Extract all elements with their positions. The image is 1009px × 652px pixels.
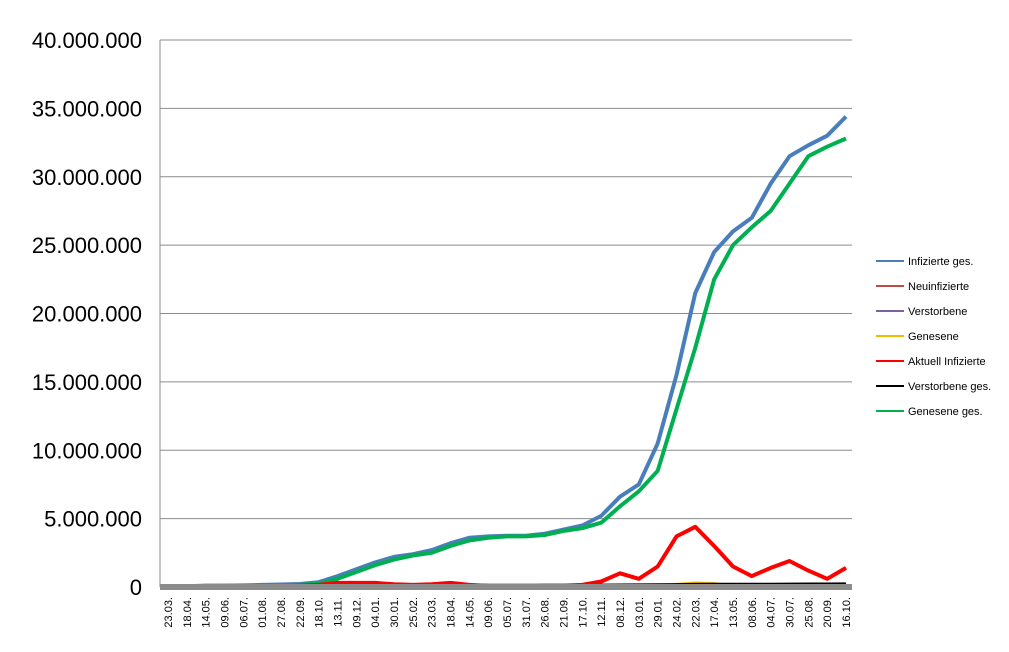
x-tick-label: 30.01. [389,597,401,628]
y-tick-label: 0 [130,575,142,600]
y-tick-label: 40.000.000 [32,28,142,53]
x-tick-label: 23.03. [427,597,439,628]
legend-label: Verstorbene ges. [908,381,991,393]
x-tick-label: 29.01. [653,597,665,628]
x-tick-label: 16.10. [841,597,853,628]
gridlines [160,39,852,520]
x-tick-label: 24.02. [672,597,684,628]
x-axis-ticks: 23.03. 18.04. 14.05. 09.06. 06.07. 01.08. 27.0… [163,597,853,628]
x-tick-label: 23.03. [163,597,175,628]
x-axis-bar [160,584,852,590]
y-tick-label: 15.000.000 [32,370,142,395]
x-tick-label: 08.12. [615,597,627,628]
x-tick-label: 14.05. [464,597,476,628]
x-tick-label: 25.08. [803,597,815,628]
x-tick-label: 09.06. [220,597,232,628]
legend: Infizierte ges. Neuinfizierte Verstorbene G… [876,256,991,418]
x-tick-label: 22.03. [690,597,702,628]
legend-label: Neuinfizierte [908,281,969,293]
y-tick-label: 30.000.000 [32,165,142,190]
x-tick-label: 09.12. [351,597,363,628]
x-tick-label: 01.08. [257,597,269,628]
x-tick-label: 09.06. [483,597,495,628]
legend-label: Infizierte ges. [908,256,973,268]
x-tick-label: 12.11. [596,597,608,627]
legend-label: Aktuell Infizierte [908,356,986,368]
x-tick-label: 05.07. [502,597,514,628]
x-tick-label: 25.02. [408,597,420,628]
y-tick-label: 10.000.000 [32,438,142,463]
x-tick-label: 03.01. [634,597,646,628]
series-line-infizierte-ges- [167,115,848,589]
x-tick-label: 31.07. [521,597,533,628]
x-tick-label: 17.04. [709,597,721,628]
y-tick-label: 20.000.000 [32,302,142,327]
x-tick-label: 04.07. [766,597,778,628]
x-tick-label: 13.05. [728,597,740,628]
series-line-genesene-ges- [167,136,847,589]
y-tick-label: 25.000.000 [32,233,142,258]
x-tick-label: 18.04. [182,597,194,628]
x-tick-label: 18.04. [446,597,458,628]
x-tick-label: 17.10. [577,597,589,628]
legend-label: Genesene [908,331,959,343]
y-axis-ticks: 0 5.000.000 10.000.000 15.000.000 20.000.000… [32,28,142,600]
x-tick-label: 27.08. [276,597,288,628]
x-tick-label: 21.09. [559,597,571,628]
legend-label: Verstorbene [908,306,967,318]
x-tick-label: 04.01. [370,597,382,628]
x-tick-label: 20.09. [822,597,834,628]
x-tick-label: 26.08. [540,597,552,628]
x-tick-label: 30.07. [785,597,797,628]
x-tick-label: 22.09. [295,597,307,628]
legend-label: Genesene ges. [908,406,983,418]
x-tick-label: 13.11. [333,597,345,627]
x-tick-label: 18.10. [314,597,326,628]
y-tick-label: 5.000.000 [44,507,142,532]
series-lines [167,115,848,589]
x-tick-label: 06.07. [238,597,250,628]
y-tick-label: 35.000.000 [32,96,142,121]
x-tick-label: 08.06. [747,597,759,628]
x-tick-label: 14.05. [201,597,213,628]
